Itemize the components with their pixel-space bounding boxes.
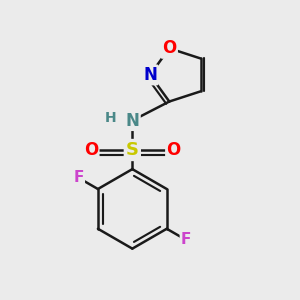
Text: N: N [143,66,157,84]
Text: H: H [104,111,116,124]
Text: O: O [162,39,176,57]
Text: F: F [74,170,84,185]
Text: S: S [126,141,139,159]
Text: F: F [181,232,191,247]
Text: O: O [84,141,98,159]
Text: N: N [125,112,139,130]
Text: O: O [167,141,181,159]
